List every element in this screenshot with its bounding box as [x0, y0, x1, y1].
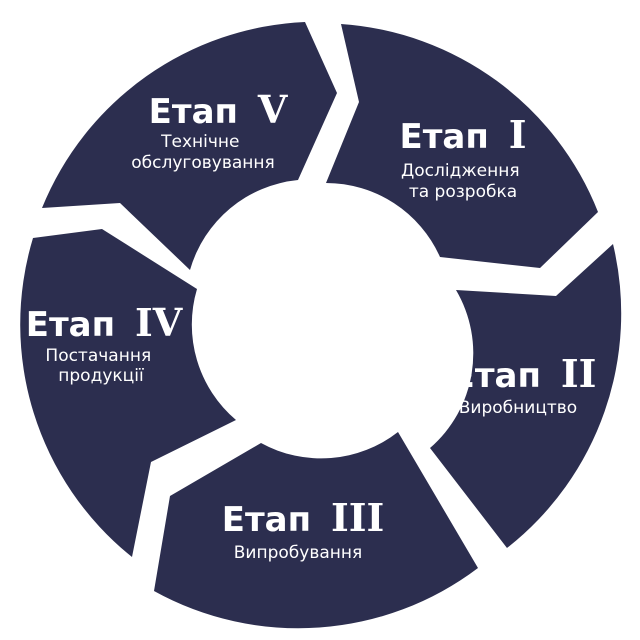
stage-2-desc: Виробництво [459, 398, 577, 418]
stage-4-numeral: IV [135, 300, 184, 345]
stage-3-desc: Випробування [234, 543, 362, 563]
stage-5-desc: Технічне обслуговування [131, 132, 274, 173]
stage-3-numeral: III [331, 495, 384, 540]
stage-4-desc-line-2: продукції [58, 366, 144, 386]
stage-1-numeral: I [509, 112, 527, 157]
stage-2-desc-line-1: Виробництво [459, 398, 577, 418]
stage-2-word: Етап [452, 356, 541, 396]
stage-5: Етап V Технічне обслуговування [42, 22, 337, 270]
stage-5-numeral: V [257, 87, 289, 132]
stage-1-desc: Дослідження та розробка [401, 161, 525, 202]
stage-1-word: Етап [400, 117, 489, 157]
stage-4-title: Етап IV [26, 300, 184, 345]
stage-1-desc-line-1: Дослідження [401, 161, 520, 181]
stage-4-word: Етап [26, 305, 115, 345]
stage-1-segment [326, 24, 598, 268]
stage-4: Етап IV Постачання продукції [20, 229, 236, 557]
stage-4-desc-line-1: Постачання [45, 346, 151, 366]
stage-3-title: Етап III [222, 495, 385, 540]
stage-5-word: Етап [149, 92, 238, 132]
stage-2-title: Етап II [452, 351, 597, 396]
stage-5-segment [42, 22, 337, 270]
stage-5-desc-line-1: Технічне [160, 132, 239, 152]
stage-1: Етап I Дослідження та розробка [326, 24, 598, 268]
stage-1-desc-line-2: та розробка [409, 182, 517, 202]
stage-4-segment [20, 229, 236, 557]
stage-1-title: Етап I [400, 112, 527, 157]
stage-3-word: Етап [222, 500, 311, 540]
stage-3-segment [154, 432, 478, 629]
stage-3: Етап III Випробування [154, 432, 478, 629]
stage-2-segment [430, 244, 622, 548]
center-hole [208, 205, 444, 441]
stage-5-desc-line-2: обслуговування [131, 153, 274, 173]
stage-2: Етап II Виробництво [430, 244, 622, 548]
stage-5-title: Етап V [149, 87, 289, 132]
stage-2-numeral: II [561, 351, 597, 396]
stage-3-desc-line-1: Випробування [234, 543, 362, 563]
stage-4-desc: Постачання продукції [45, 346, 156, 386]
